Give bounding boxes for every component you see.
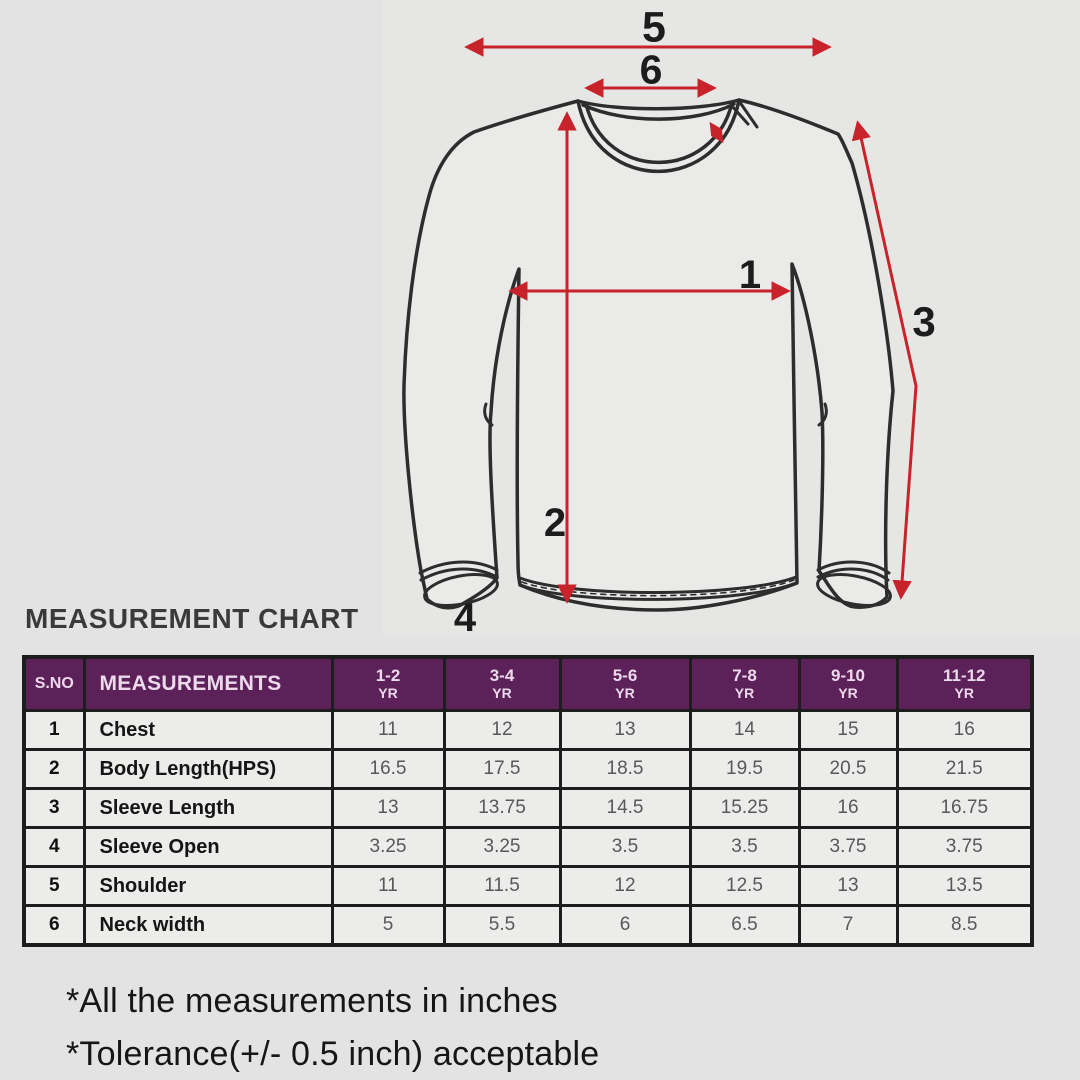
value-cell: 3.25 [442,826,562,868]
value-cell: 3.25 [330,826,446,868]
table-header: S.NO MEASUREMENTS 1-2 YR 3-4 YR 5-6 YR 7-8 Y… [22,655,1034,712]
header-unit: YR [492,684,512,701]
header-range: 9-10 [830,665,866,685]
measurement-table: S.NO MEASUREMENTS 1-2 YR 3-4 YR 5-6 YR 7-8 Y… [22,655,1034,947]
diagram-label-chest: 1 [738,253,762,297]
table-row-neck-width: 6 Neck width 5 5.5 6 6.5 7 8.5 [22,904,1034,947]
table-row-shoulder: 5 Shoulder 11 11.5 12 12.5 13 13.5 [22,865,1034,907]
value-cell: 18.5 [558,748,692,790]
measurement-name: Sleeve Open [82,826,334,868]
measurement-name: Sleeve Length [82,787,334,829]
table-row-sleeve-open: 4 Sleeve Open 3.25 3.25 3.5 3.5 3.75 3.7… [22,826,1034,868]
value-cell: 20.5 [797,748,899,790]
value-cell: 3.75 [895,826,1034,868]
sno-cell: 4 [22,826,86,868]
header-3-4yr: 3-4 YR [442,655,562,712]
table-row-sleeve-length: 3 Sleeve Length 13 13.75 14.5 15.25 16 1… [22,787,1034,829]
arrow-collar-seam [709,121,724,144]
value-cell: 14 [688,709,801,751]
value-cell: 14.5 [558,787,692,829]
value-cell: 11 [330,709,446,751]
table-row-chest: 1 Chest 11 12 13 14 15 16 [22,709,1034,751]
value-cell: 6 [558,904,692,947]
diagram-label-sleeve-open: 4 [453,596,477,640]
value-cell: 16 [895,709,1034,751]
table-row-body-length: 2 Body Length(HPS) 16.5 17.5 18.5 19.5 2… [22,748,1034,790]
header-range: 7-8 [732,665,757,685]
header-7-8yr: 7-8 YR [688,655,801,712]
cuff-left [418,560,499,607]
value-cell: 13.75 [442,787,562,829]
note-measurements-in-inches: *All the measurements in inches [66,982,558,1020]
shirt-body-path [402,98,895,612]
header-range: 11-12 [942,665,986,685]
measurement-name: Chest [82,709,334,751]
header-unit: YR [378,684,398,701]
diagram-label-sleeve-length: 3 [912,298,936,345]
shirt-illustration [402,98,895,612]
hem-lines [518,575,798,601]
header-range: 3-4 [489,665,515,685]
value-cell: 12 [442,709,562,751]
elbow-fold-marks [483,402,828,427]
value-cell: 13 [797,865,899,907]
header-unit: YR [838,684,858,701]
value-cell: 3.75 [797,826,899,868]
value-cell: 13 [558,709,692,751]
sno-cell: 2 [22,748,86,790]
value-cell: 8.5 [895,904,1034,947]
header-range: 1-2 [375,665,401,685]
note-tolerance: *Tolerance(+/- 0.5 inch) acceptable [66,1035,600,1073]
measurement-name: Neck width [82,904,334,947]
value-cell: 11 [330,865,446,907]
value-cell: 3.5 [688,826,801,868]
header-9-10yr: 9-10 YR [797,655,899,712]
diagram-label-shoulder: 5 [642,3,666,52]
header-measurements: MEASUREMENTS [82,655,334,712]
sno-cell: 1 [22,709,86,751]
page-title: MEASUREMENT CHART [25,603,359,634]
value-cell: 5.5 [442,904,562,947]
value-cell: 21.5 [895,748,1034,790]
header-1-2yr: 1-2 YR [330,655,446,712]
value-cell: 17.5 [442,748,562,790]
value-cell: 13.5 [895,865,1034,907]
shirt-measurement-diagram [402,37,918,612]
measurement-name: Shoulder [82,865,334,907]
value-cell: 5 [330,904,446,947]
value-cell: 16.5 [330,748,446,790]
value-cell: 13 [330,787,446,829]
value-cell: 15.25 [688,787,801,829]
table-body: 1 Chest 11 12 13 14 15 16 2 Body Length(… [22,709,1034,947]
value-cell: 16.75 [895,787,1034,829]
header-11-12yr: 11-12 YR [895,655,1034,712]
diagram-label-neck-width: 6 [639,46,663,93]
measurement-name: Body Length(HPS) [82,748,334,790]
value-cell: 3.5 [558,826,692,868]
value-cell: 15 [797,709,899,751]
value-cell: 6.5 [688,904,801,947]
value-cell: 19.5 [688,748,801,790]
value-cell: 12 [558,865,692,907]
value-cell: 11.5 [442,865,562,907]
header-range: 5-6 [612,665,638,685]
value-cell: 16 [797,787,899,829]
arrow-sleeve-length-3 [851,120,918,600]
value-cell: 7 [797,904,899,947]
header-unit: YR [734,684,755,701]
diagram-label-body-length: 2 [543,501,567,545]
sno-cell: 3 [22,787,86,829]
value-cell: 12.5 [688,865,801,907]
header-sno: S.NO [22,655,86,712]
header-unit: YR [954,684,974,701]
header-unit: YR [615,684,635,701]
header-5-6yr: 5-6 YR [558,655,692,712]
measurement-arrows [464,37,918,604]
table-header-row: S.NO MEASUREMENTS 1-2 YR 3-4 YR 5-6 YR 7-8 Y… [22,655,1034,712]
sno-cell: 5 [22,865,86,907]
sno-cell: 6 [22,904,86,947]
